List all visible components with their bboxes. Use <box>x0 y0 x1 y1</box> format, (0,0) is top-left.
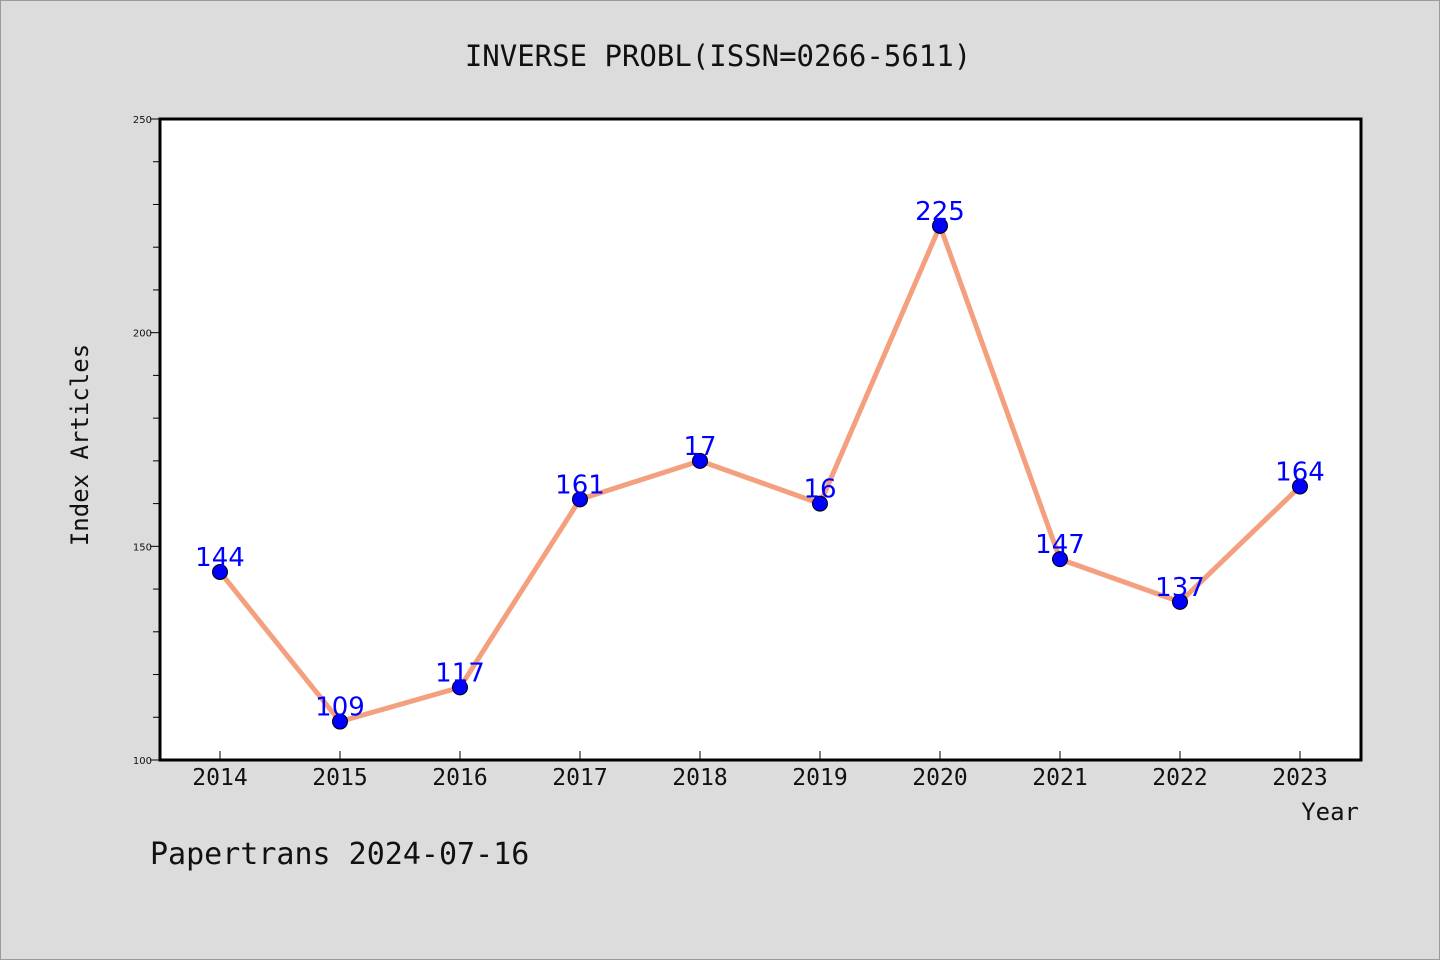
data-label: 161 <box>555 470 605 500</box>
data-point <box>212 563 228 580</box>
x-axis-label: Year <box>1301 798 1359 826</box>
data-point <box>452 679 468 696</box>
data-label: 16 <box>803 475 836 505</box>
x-tick-label: 2018 <box>672 765 727 791</box>
plot-area <box>158 117 1363 762</box>
data-point <box>1172 593 1188 610</box>
footer-watermark: Papertrans 2024-07-16 <box>150 837 529 872</box>
data-label: 137 <box>1155 573 1205 603</box>
data-label: 109 <box>315 693 365 723</box>
x-tick-label: 2016 <box>432 765 487 791</box>
data-point <box>692 452 708 469</box>
x-tick-label: 2020 <box>912 765 967 791</box>
x-tick-label: 2014 <box>192 765 247 791</box>
data-label: 17 <box>683 432 716 462</box>
x-tick-label: 2019 <box>792 765 847 791</box>
x-tick-label: 2023 <box>1272 765 1327 791</box>
data-label: 147 <box>1035 530 1085 560</box>
x-axis-ticks <box>219 751 1301 760</box>
data-point <box>572 491 588 508</box>
x-tick-label: 2021 <box>1032 765 1087 791</box>
data-point <box>932 217 948 234</box>
chart-title: INVERSE PROBL(ISSN=0266-5611) <box>465 39 971 73</box>
y-tick-label: 250 <box>133 115 152 126</box>
y-tick-label: 100 <box>133 756 152 767</box>
data-label: 144 <box>195 543 245 573</box>
x-tick-label: 2022 <box>1152 765 1207 791</box>
data-point <box>1052 551 1068 568</box>
data-label: 164 <box>1275 458 1325 488</box>
y-axis-label: Index Articles <box>66 344 94 546</box>
data-point <box>332 713 348 730</box>
x-tick-label: 2017 <box>552 765 607 791</box>
y-tick-label: 150 <box>133 542 152 553</box>
data-point <box>1292 478 1308 495</box>
y-tick-label: 200 <box>133 329 152 340</box>
y-axis-ticks <box>150 118 160 761</box>
x-axis-tick-labels: 2014 2015 2016 2017 2018 2019 2020 2021 2022 2023 <box>192 765 1327 791</box>
y-axis-tick-labels: 100 150 200 250 <box>133 115 152 767</box>
series-line <box>217 223 1303 725</box>
x-tick-label: 2015 <box>312 765 367 791</box>
data-label: 117 <box>435 658 485 688</box>
data-point <box>812 495 828 512</box>
series-group: 144 109 117 161 17 16 225 147 137 164 <box>195 197 1325 730</box>
data-label: 225 <box>915 197 965 227</box>
